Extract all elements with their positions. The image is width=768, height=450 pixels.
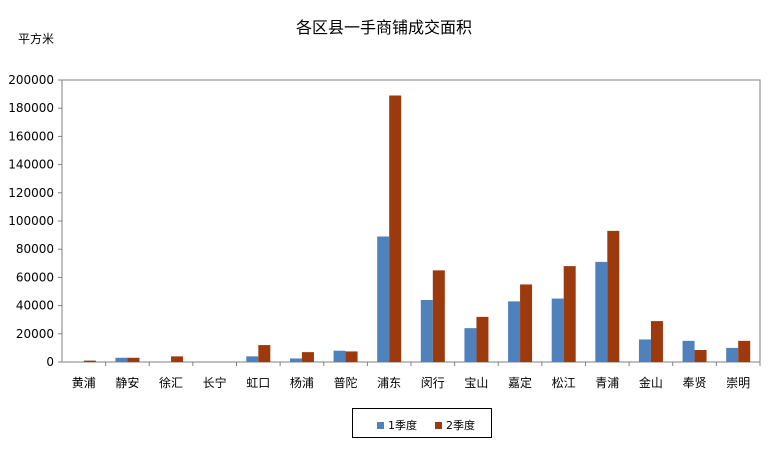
chart-title: 各区县一手商铺成交面积 <box>295 18 472 37</box>
x-tick-label-15: 崇明 <box>726 376 750 390</box>
x-tick-label-7: 浦东 <box>377 376 401 390</box>
bar-s2-15 <box>738 340 751 362</box>
bar-s1-7 <box>377 236 390 362</box>
y-tick-label-7: 140000 <box>8 158 54 172</box>
x-tick-label-8: 闵行 <box>421 375 445 390</box>
y-tick-label-6: 120000 <box>8 186 54 200</box>
legend: 1季度 2季度 <box>352 408 492 438</box>
bar-s2-4 <box>258 345 271 362</box>
bar-s2-7 <box>389 95 402 362</box>
legend-item-series-2: 2季度 <box>435 417 475 433</box>
y-tick-label-0: 0 <box>46 355 54 369</box>
bar-s1-5 <box>289 358 302 362</box>
x-tick-label-0: 黄浦 <box>72 376 96 390</box>
bar-s2-13 <box>650 321 663 362</box>
bar-s1-14 <box>682 340 695 362</box>
x-tick-label-1: 静安 <box>115 375 139 390</box>
x-tick-label-2: 徐汇 <box>159 375 183 390</box>
bar-s1-9 <box>464 328 477 362</box>
x-tick-label-3: 长宁 <box>203 375 227 390</box>
bar-s1-4 <box>246 356 259 362</box>
bar-s1-15 <box>726 347 739 362</box>
x-tick-label-10: 嘉定 <box>508 375 532 390</box>
x-tick-label-14: 奉贤 <box>683 376 707 390</box>
x-tick-label-13: 金山 <box>639 375 663 390</box>
legend-label-series-1: 1季度 <box>388 419 417 432</box>
legend-swatch-series-2 <box>435 421 442 429</box>
bar-s2-11 <box>563 266 576 362</box>
legend-label-series-2: 2季度 <box>446 419 475 432</box>
bar-s2-9 <box>476 316 489 362</box>
bar-s2-10 <box>520 284 533 362</box>
y-tick-label-5: 100000 <box>8 214 54 228</box>
bar-s2-2 <box>171 356 184 362</box>
y-tick-label-10: 200000 <box>8 73 54 87</box>
x-tick-label-12: 青浦 <box>595 376 619 390</box>
bar-s1-12 <box>595 261 608 362</box>
bar-s2-5 <box>301 352 314 362</box>
plot-frame <box>61 79 761 363</box>
bar-s1-13 <box>638 339 651 362</box>
bar-s1-10 <box>508 301 521 362</box>
legend-item-series-1: 1季度 <box>377 417 417 433</box>
y-axis-unit-label: 平方米 <box>18 32 55 46</box>
bar-s1-8 <box>420 299 433 362</box>
x-tick-label-5: 杨浦 <box>290 375 314 390</box>
y-tick-label-9: 180000 <box>8 101 54 115</box>
bar-s2-12 <box>607 230 620 362</box>
legend-swatch-series-1 <box>377 421 384 429</box>
bar-s2-6 <box>345 351 358 362</box>
bar-s1-6 <box>333 350 346 362</box>
x-tick-label-9: 宝山 <box>464 376 488 390</box>
y-tick-label-1: 20000 <box>16 327 54 341</box>
bar-s2-14 <box>694 350 707 362</box>
bar-s2-0 <box>83 360 96 362</box>
x-tick-label-6: 普陀 <box>334 375 358 390</box>
bar-s2-1 <box>127 357 140 362</box>
y-tick-label-2: 40000 <box>16 299 54 313</box>
y-tick-label-3: 60000 <box>16 270 54 284</box>
y-tick-label-8: 160000 <box>8 129 54 143</box>
x-tick-label-4: 虹口 <box>246 376 270 390</box>
bar-s2-8 <box>432 270 445 362</box>
x-tick-label-11: 松江 <box>552 376 576 390</box>
bar-s1-1 <box>115 357 128 362</box>
y-tick-label-4: 80000 <box>16 242 54 256</box>
bar-s1-11 <box>551 298 564 362</box>
